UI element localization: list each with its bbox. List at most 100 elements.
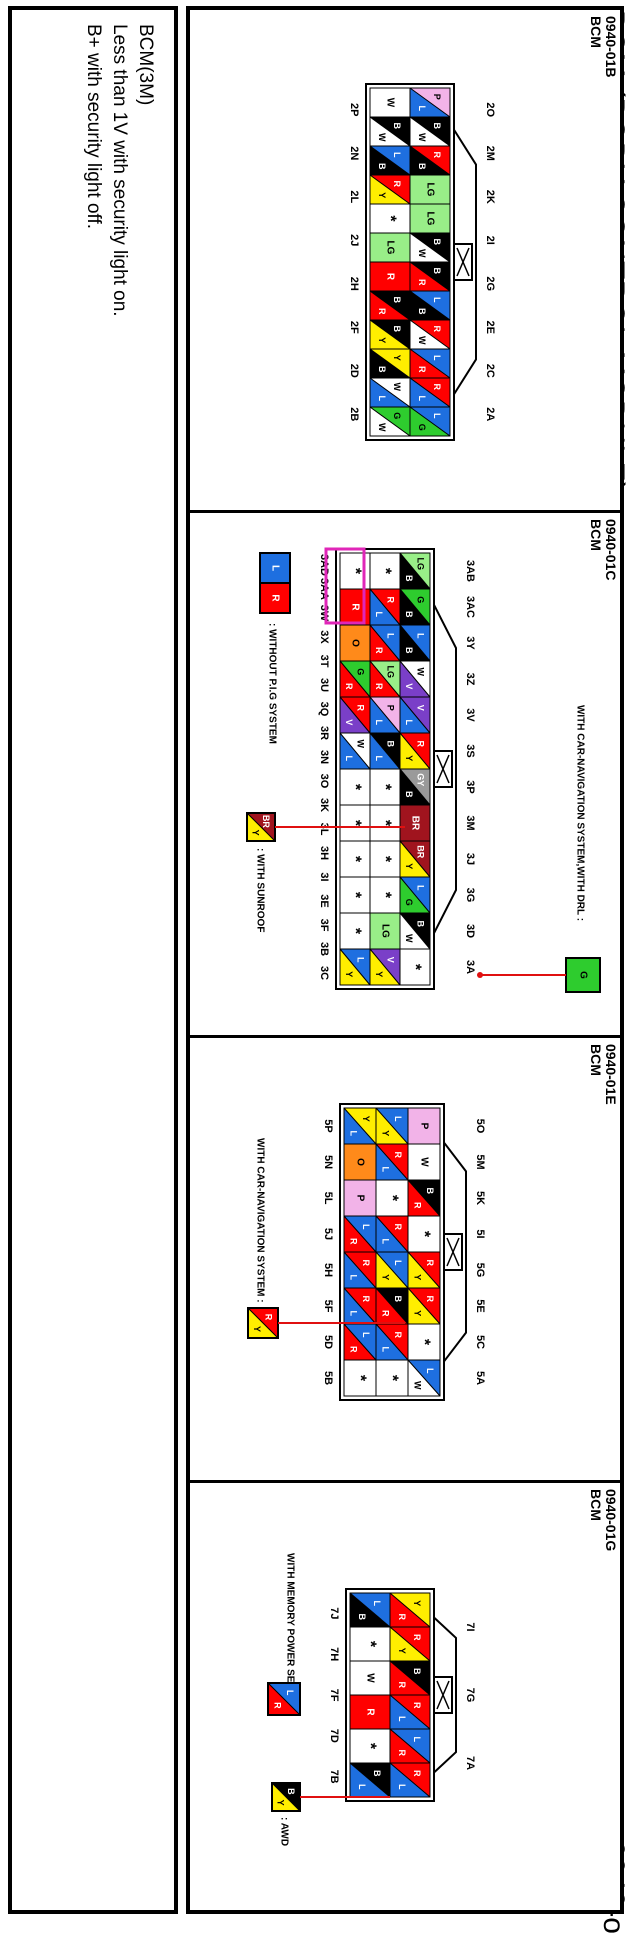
pin-color-label: L [415, 633, 425, 639]
pin-number-label: 5B [322, 1371, 334, 1385]
pin-color-label: L [417, 106, 427, 112]
pin-cell: RB [409, 145, 451, 176]
pin-cell: * [375, 1359, 409, 1397]
pin-color-label: V [344, 719, 354, 725]
pin-number-label: 2L [348, 190, 360, 203]
pin-color-label: W [413, 1381, 423, 1390]
pin-cell: RL [409, 377, 451, 408]
connector-cell-01e: 0940-01E BCM P W B R * R Y R Y * L W L Y R L * R L L Y B R R L * Y… [190, 1035, 620, 1480]
pin-cell: LG [409, 174, 451, 205]
pin-color-label: * [352, 1375, 369, 1382]
pin-color-label: B [357, 1614, 367, 1621]
pin-color-label: R [350, 603, 361, 611]
pin-color-label: P [385, 705, 395, 711]
pin-cell: BL [369, 732, 401, 770]
pin-color-label: R [432, 151, 442, 158]
pin-number-label: 7D [328, 1729, 340, 1743]
pin-number-label: 3Y [464, 636, 476, 650]
pin-color-label: L [361, 1332, 371, 1338]
pin-cell: LGB [399, 552, 431, 590]
pin-cell: PL [409, 87, 451, 118]
pin-cell: VY [369, 948, 401, 986]
connector-cell-01c: 0940-01C BCM LG B G B L B W V V L R Y GY B BR BR Y L G B W * *… [190, 510, 620, 1035]
pin-number-label: 5D [322, 1335, 334, 1349]
pin-color-label: R [374, 647, 384, 654]
pin-color-label: P [432, 94, 442, 100]
pin-cell: RL [389, 1762, 431, 1798]
pin-cell: O [343, 1143, 377, 1181]
pin-color-label: B [392, 296, 402, 303]
pin-cell: RL [369, 588, 401, 626]
pin-cell: RW [409, 319, 451, 350]
pin-cell: RY [389, 1626, 431, 1662]
pin-color-label: Y [381, 1130, 391, 1136]
pin-color-label: L [381, 1238, 391, 1244]
pin-cell: P [407, 1107, 441, 1145]
pin-color-label: Y [397, 1648, 407, 1654]
pin-cell: YR [389, 1592, 431, 1628]
pin-color-label: * [377, 820, 394, 827]
pin-cell: GW [369, 406, 411, 437]
pin-cell: LW [407, 1359, 441, 1397]
pin-number-label: 7J [328, 1607, 340, 1619]
connector-cell-01b: 0940-01B BCM P L B W R B LG LG B W B R L B R W L R R L L G W B W… [190, 10, 620, 510]
pin-cell: * [339, 912, 371, 950]
annotation-text: : WITHOUT P.I.G SYSTEM [267, 623, 278, 744]
pin-cell: * [349, 1728, 391, 1764]
pin-color-label: R [425, 1296, 435, 1303]
pin-color-label: B [404, 791, 414, 798]
pin-number-label: 5H [322, 1263, 334, 1277]
pin-color-label: L [349, 1310, 359, 1316]
pin-color-label: B [393, 1296, 403, 1303]
pin-cell: WL [369, 377, 411, 408]
pin-number-label: 2D [348, 364, 360, 378]
pin-cell: BL [349, 1762, 391, 1798]
pin-color-label: BR [261, 815, 271, 828]
pin-color-label: L [412, 1736, 422, 1742]
pin-cell: * [349, 1626, 391, 1662]
pin-color-label: R [263, 1314, 273, 1321]
pin-cell: LG [399, 876, 431, 914]
wire-swatch-drl: G [565, 957, 601, 993]
pin-color-label: B [432, 122, 442, 129]
pin-cell: LR [409, 348, 451, 379]
pin-color-label: LG [380, 924, 391, 938]
pin-number-label: 2F [348, 321, 360, 334]
pin-cell: LG [369, 232, 411, 263]
pin-color-label: R [425, 1260, 435, 1267]
pin-color-label: R [393, 1224, 403, 1231]
pin-color-label: R [397, 1682, 407, 1689]
pin-number-label: 3C [318, 966, 330, 980]
pin-color-label: BR [415, 845, 425, 858]
pin-color-label: * [377, 856, 394, 863]
pin-color-label: * [416, 1339, 433, 1346]
pin-cell: GYB [399, 768, 431, 806]
pin-cell: RL [375, 1143, 409, 1181]
pin-cell: BR [409, 261, 451, 292]
pin-color-label: Y [404, 755, 414, 761]
wire-swatch-sunroof: BRY [246, 812, 276, 842]
pin-number-label: 3AA [318, 578, 330, 600]
pin-color-label: B [415, 921, 425, 928]
pin-color-label: L [393, 1260, 403, 1266]
pin-number-label: 3S [464, 744, 476, 757]
connector-panel: 0940-01B BCM P L B W R B LG LG B W B R L B R W L R R L L G W B W… [186, 6, 624, 1914]
pin-color-label: R [397, 1614, 407, 1621]
pin-cell: LG [409, 406, 451, 437]
pin-cell: * [369, 804, 401, 842]
pin-color-label: W [355, 740, 365, 749]
pin-number-label: 7G [464, 1688, 476, 1703]
connector-lock-tab [453, 129, 477, 395]
pin-color-label: P [355, 1195, 366, 1202]
pin-color-label: B [432, 267, 442, 274]
pin-cell: BW [399, 912, 431, 950]
pin-color-label: * [416, 1231, 433, 1238]
pin-color-label: L [374, 611, 384, 617]
pin-cell: LB [369, 145, 411, 176]
pin-color-label: B [385, 741, 395, 748]
pin-cell: W [349, 1660, 391, 1696]
pin-color-label: * [377, 568, 394, 575]
pin-color-label: * [384, 1195, 401, 1202]
connector-latch-mark [436, 1680, 450, 1710]
pin-cell: W [369, 87, 411, 118]
